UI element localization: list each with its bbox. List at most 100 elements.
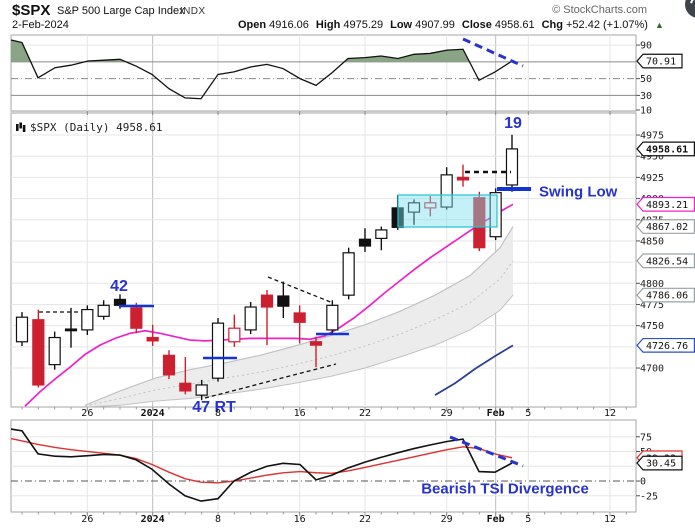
stockcharts-logo-icon bbox=[685, 0, 695, 18]
y-tick-label: 30 bbox=[640, 91, 652, 102]
y-tick-label: 4750 bbox=[640, 321, 664, 332]
y-tick-label: 50 bbox=[640, 74, 652, 85]
x-tick-label: Feb bbox=[486, 514, 505, 525]
candle bbox=[81, 305, 94, 335]
x-tick-label: 8 bbox=[214, 514, 221, 525]
ohlc-field-label: Chg bbox=[541, 19, 563, 31]
candle bbox=[277, 281, 290, 319]
ohlc-field-value: 4975.29 bbox=[343, 19, 384, 31]
x-tick-label: 26 bbox=[81, 408, 94, 419]
ohlc-field-value: 4958.61 bbox=[494, 19, 535, 31]
ohlc-row: Open 4916.06 High 4975.29 Low 4907.99 Close 495… bbox=[238, 19, 664, 31]
annotation-swing-low: Swing Low bbox=[539, 183, 618, 201]
candle bbox=[473, 191, 486, 252]
candle bbox=[456, 164, 470, 187]
x-axis-tsi-panel: 26 2024 8 16 22 29 Feb 5 12 bbox=[0, 514, 695, 526]
candle bbox=[505, 134, 519, 192]
rsi-overbought-fill bbox=[11, 40, 31, 62]
candle bbox=[48, 331, 61, 370]
annotation-count-19: 19 bbox=[504, 115, 522, 132]
x-tick-label: 29 bbox=[440, 514, 453, 525]
price-label-box: 4867.02 bbox=[636, 219, 695, 234]
x-tick-label: 2024 bbox=[140, 514, 165, 525]
ohlc-field-label: Low bbox=[390, 19, 413, 31]
chart-legend-text: $SPX (Daily) 4958.61 bbox=[30, 121, 163, 134]
candle bbox=[211, 318, 225, 382]
exchange-label: INDX bbox=[180, 6, 206, 17]
chart-type-icon bbox=[16, 122, 26, 132]
y-tick-label: -25 bbox=[640, 491, 658, 502]
candle bbox=[424, 196, 437, 217]
candle bbox=[326, 300, 339, 335]
y-tick-label: 4925 bbox=[640, 173, 664, 184]
ohlc-field-label: Open bbox=[238, 19, 267, 31]
candle bbox=[375, 226, 388, 251]
candle bbox=[64, 307, 78, 348]
price-label-box: 30.45 bbox=[636, 455, 683, 471]
tsi-signal-line bbox=[10, 437, 513, 484]
x-tick-label: 12 bbox=[603, 514, 617, 525]
candle bbox=[407, 199, 421, 225]
price-label-box: 4786.06 bbox=[636, 287, 695, 303]
svg-text:4958.61: 4958.61 bbox=[646, 144, 688, 155]
annotation-count-47rt: 47 RT bbox=[192, 399, 236, 416]
ohlc-field-value: 4907.99 bbox=[415, 19, 455, 31]
y-tick-label: 4975 bbox=[640, 131, 664, 142]
x-tick-label: 16 bbox=[293, 514, 306, 525]
x-tick-label: 5 bbox=[525, 408, 532, 419]
symbol-name: S&P 500 Large Cap Index bbox=[57, 5, 185, 17]
x-tick-label: 22 bbox=[358, 514, 372, 525]
change-up-arrow-icon: ▲ bbox=[654, 20, 664, 30]
highlight-box bbox=[397, 194, 498, 228]
price-label-box: 4958.61 bbox=[636, 141, 695, 157]
price-label-box: 4826.54 bbox=[636, 253, 695, 269]
y-tick-label: 4950 bbox=[640, 152, 664, 163]
price-label-box: 4726.76 bbox=[636, 337, 695, 353]
x-tick-label: 12 bbox=[603, 408, 617, 419]
x-tick-label: 5 bbox=[525, 514, 532, 525]
y-tick-label: 10 bbox=[640, 106, 652, 117]
y-tick-label: 0 bbox=[640, 477, 646, 488]
candle bbox=[489, 188, 502, 241]
candle bbox=[97, 300, 110, 320]
y-tick-label: 4775 bbox=[640, 300, 664, 311]
tsi-line bbox=[10, 428, 513, 502]
candle bbox=[228, 314, 241, 347]
candle bbox=[358, 228, 372, 252]
ohlc-field-value: +52.42 (+1.07%) bbox=[566, 19, 648, 31]
x-axis-price-panel: 26 2024 8 16 22 29 Feb 5 12 bbox=[0, 408, 695, 420]
price-label-box: 70.91 bbox=[636, 53, 683, 69]
dashed-trendline bbox=[204, 363, 337, 399]
x-tick-label: 2024 bbox=[140, 408, 165, 419]
svg-text:30.45: 30.45 bbox=[646, 459, 676, 470]
ohlc-field-value: 4916.06 bbox=[269, 19, 309, 31]
x-tick-label: 16 bbox=[293, 408, 306, 419]
symbol: $SPX bbox=[12, 2, 51, 19]
candle bbox=[440, 167, 453, 210]
svg-text:4867.02: 4867.02 bbox=[646, 222, 688, 233]
candle bbox=[342, 247, 355, 300]
candle bbox=[146, 324, 159, 346]
svg-text:4893.21: 4893.21 bbox=[646, 200, 688, 211]
x-tick-label: 22 bbox=[358, 408, 372, 419]
dashed-trendline bbox=[267, 276, 334, 304]
x-tick-label: Feb bbox=[486, 408, 505, 419]
price-panel-border bbox=[10, 112, 637, 408]
pink-ema-line bbox=[24, 203, 514, 407]
chart-legend: $SPX (Daily) 4958.61 bbox=[15, 121, 162, 134]
tsi-bearish-trendline bbox=[449, 435, 524, 468]
y-tick-label: 75 bbox=[640, 432, 652, 443]
annotation-count-42: 42 bbox=[110, 278, 128, 295]
candle bbox=[32, 309, 45, 388]
rsi-line bbox=[10, 39, 513, 100]
svg-text:4786.06: 4786.06 bbox=[646, 291, 688, 302]
candle bbox=[162, 350, 176, 380]
y-tick-label: 4700 bbox=[640, 364, 664, 375]
gray-channel-band bbox=[85, 226, 513, 407]
y-tick-label: 4850 bbox=[640, 236, 664, 247]
svg-text:4726.76: 4726.76 bbox=[646, 341, 688, 352]
band-lower-edge bbox=[84, 294, 514, 408]
quote-date: 2-Feb-2024 bbox=[12, 19, 69, 31]
